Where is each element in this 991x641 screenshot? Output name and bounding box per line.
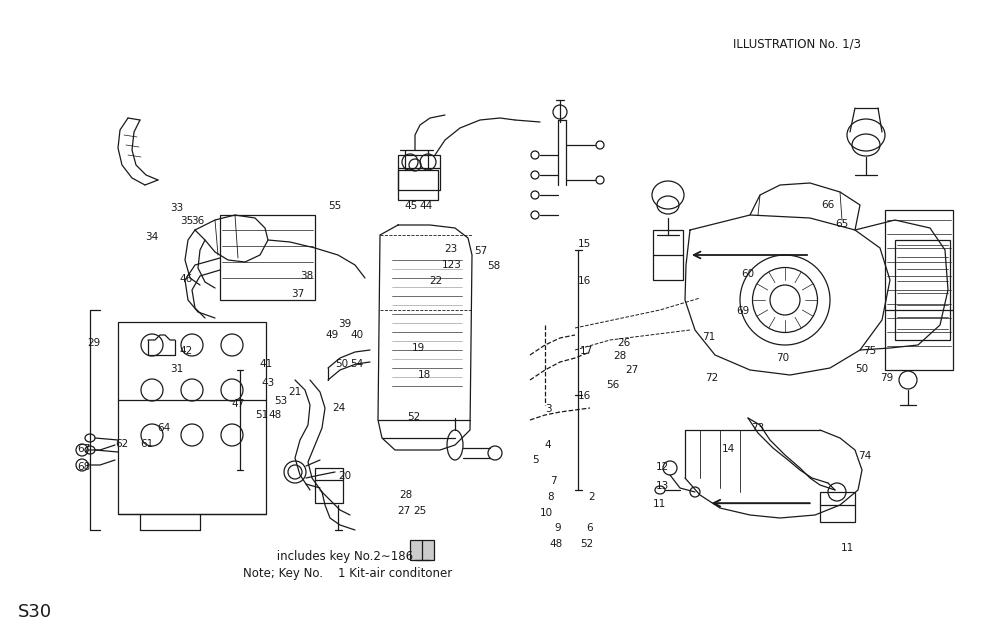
Text: 14: 14 (721, 444, 735, 454)
Text: 13: 13 (655, 481, 669, 491)
Text: 67: 67 (77, 444, 91, 454)
Text: 16: 16 (578, 276, 592, 286)
Text: 2: 2 (589, 492, 595, 502)
Text: 24: 24 (332, 403, 346, 413)
Text: 42: 42 (179, 346, 193, 356)
Text: 65: 65 (835, 219, 849, 229)
Text: 28: 28 (613, 351, 627, 362)
Bar (820, 492, 855, 522)
Text: 37: 37 (290, 288, 304, 299)
Text: 56: 56 (606, 379, 619, 390)
Text: 45: 45 (404, 201, 418, 212)
Text: 75: 75 (863, 346, 877, 356)
Text: 58: 58 (487, 261, 500, 271)
Bar (220, 215, 315, 300)
Text: 29: 29 (87, 338, 101, 348)
Text: 27: 27 (397, 506, 411, 516)
Text: 74: 74 (858, 451, 872, 462)
Text: 12: 12 (655, 462, 669, 472)
Text: 61: 61 (140, 439, 154, 449)
Text: 52: 52 (580, 538, 594, 549)
Text: 49: 49 (325, 330, 339, 340)
Bar (410, 540, 434, 560)
Text: 53: 53 (274, 395, 287, 406)
Text: 52: 52 (407, 412, 421, 422)
Text: 68: 68 (77, 462, 91, 472)
Bar (118, 322, 266, 514)
Text: 123: 123 (442, 260, 462, 270)
Text: 16: 16 (578, 391, 592, 401)
Text: 19: 19 (411, 343, 425, 353)
Bar (885, 210, 953, 370)
Text: 4: 4 (545, 440, 551, 451)
Text: 11: 11 (840, 543, 854, 553)
Text: 79: 79 (880, 373, 894, 383)
Text: 35: 35 (179, 216, 193, 226)
Text: 18: 18 (417, 370, 431, 380)
Text: 48: 48 (269, 410, 282, 420)
Text: 33: 33 (169, 203, 183, 213)
Text: 21: 21 (288, 387, 302, 397)
Text: 38: 38 (300, 271, 314, 281)
Text: 47: 47 (231, 399, 245, 409)
Text: 15: 15 (578, 238, 592, 249)
Text: 46: 46 (179, 274, 193, 284)
Text: 31: 31 (169, 363, 183, 374)
Text: 3: 3 (545, 404, 551, 414)
Text: 23: 23 (444, 244, 458, 254)
Text: 40: 40 (350, 330, 364, 340)
Text: 22: 22 (429, 276, 443, 286)
Text: ILLUSTRATION No. 1/3: ILLUSTRATION No. 1/3 (733, 37, 861, 50)
Text: 44: 44 (419, 201, 433, 212)
Text: 60: 60 (741, 269, 755, 279)
Text: 43: 43 (261, 378, 275, 388)
Text: 71: 71 (702, 331, 716, 342)
Text: 7: 7 (550, 476, 556, 486)
Text: 5: 5 (532, 455, 538, 465)
Bar (315, 468, 343, 503)
Text: 50: 50 (335, 359, 349, 369)
Text: 39: 39 (338, 319, 352, 329)
Text: 48: 48 (549, 538, 563, 549)
Text: 57: 57 (474, 246, 488, 256)
Text: 20: 20 (338, 470, 352, 481)
Text: 25: 25 (413, 506, 427, 516)
Text: 28: 28 (399, 490, 413, 501)
Text: 10: 10 (539, 508, 553, 518)
Bar (895, 240, 950, 340)
Text: 70: 70 (776, 353, 790, 363)
Text: 8: 8 (548, 492, 554, 502)
Text: 73: 73 (751, 423, 765, 433)
Bar (398, 155, 440, 190)
Bar (653, 230, 683, 280)
Text: includes key No.2∼186: includes key No.2∼186 (243, 550, 413, 563)
Text: 72: 72 (705, 373, 718, 383)
Text: 41: 41 (259, 359, 273, 369)
Text: 6: 6 (587, 522, 593, 533)
Text: S30: S30 (18, 603, 52, 621)
Text: 50: 50 (855, 363, 869, 374)
Text: 26: 26 (617, 338, 631, 348)
Text: 9: 9 (555, 522, 561, 533)
Text: 36: 36 (191, 216, 205, 226)
Text: 17: 17 (580, 346, 594, 356)
Text: 55: 55 (328, 201, 342, 212)
Text: Note; Key No.    1 Kit-air conditoner: Note; Key No. 1 Kit-air conditoner (243, 567, 452, 580)
Text: 54: 54 (350, 359, 364, 369)
Text: 64: 64 (157, 423, 170, 433)
Text: 62: 62 (115, 439, 129, 449)
Text: 51: 51 (255, 410, 269, 420)
Text: 11: 11 (652, 499, 666, 510)
Text: 69: 69 (736, 306, 750, 316)
Text: 66: 66 (821, 200, 834, 210)
Bar (398, 170, 438, 200)
Text: 27: 27 (625, 365, 639, 376)
Text: 34: 34 (145, 232, 159, 242)
